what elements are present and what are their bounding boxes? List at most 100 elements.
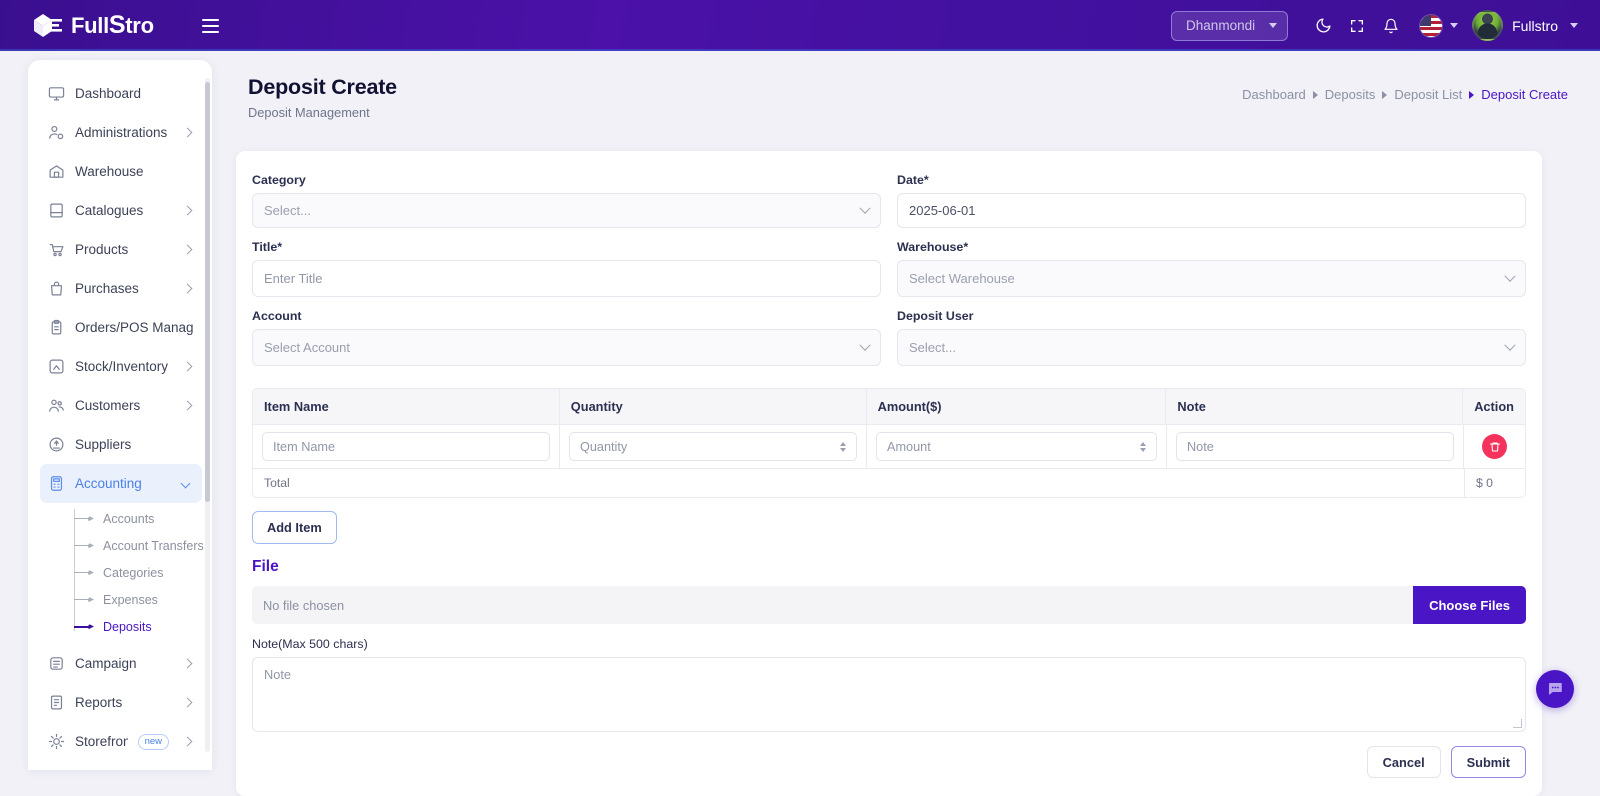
- quantity-input[interactable]: Quantity: [569, 432, 857, 461]
- submenu-item-deposits[interactable]: Deposits: [28, 613, 212, 640]
- topbar-actions: Dhanmondi Fullstro: [1171, 9, 1600, 43]
- dark-mode-toggle[interactable]: [1306, 9, 1340, 43]
- category-select[interactable]: Select...: [252, 193, 881, 228]
- stepper-up-icon[interactable]: [1140, 441, 1146, 446]
- breadcrumb-item[interactable]: Deposits: [1324, 87, 1376, 102]
- stepper-down-icon[interactable]: [1140, 447, 1146, 452]
- arrow-right-icon: [74, 595, 95, 604]
- amount-stepper[interactable]: [1140, 441, 1146, 452]
- page-title: Deposit Create: [248, 75, 397, 99]
- account-select[interactable]: Select Account: [252, 329, 881, 366]
- breadcrumb-item[interactable]: Deposit List: [1394, 87, 1463, 102]
- sidebar-item-label: Storefront: [75, 734, 128, 749]
- arrow-right-icon: [74, 568, 95, 577]
- app-logo[interactable]: FullStro: [30, 11, 180, 41]
- sidebar-item-reports[interactable]: Reports: [40, 683, 202, 722]
- sidebar-toggle-button[interactable]: [196, 12, 224, 40]
- amount-input[interactable]: Amount: [876, 432, 1157, 461]
- column-header-quantity: Quantity: [559, 389, 867, 425]
- book-icon: [48, 202, 65, 219]
- add-item-button[interactable]: Add Item: [252, 511, 337, 544]
- boxes-icon: [48, 358, 65, 375]
- note-cell: Note: [1167, 425, 1464, 469]
- sidebar-item-campaign[interactable]: Campaign: [40, 644, 202, 683]
- sidebar-item-administrations[interactable]: Administrations: [40, 113, 202, 152]
- date-input-value: 2025-06-01: [909, 203, 976, 218]
- submenu-item-expenses[interactable]: Expenses: [28, 586, 212, 613]
- totals-spacer: [1167, 469, 1464, 497]
- sidebar-item-label: Dashboard: [75, 86, 142, 101]
- sidebar-item-storefront[interactable]: Storefront new: [40, 722, 202, 761]
- brand-wordmark: FullStro: [71, 11, 154, 39]
- item-name-cell: Item Name: [253, 425, 560, 469]
- warehouse-label: Warehouse*: [897, 240, 969, 254]
- sidebar-item-accounting[interactable]: Accounting: [40, 464, 202, 503]
- item-name-placeholder: Item Name: [273, 439, 336, 454]
- sidebar-item-catalogues[interactable]: Catalogues: [40, 191, 202, 230]
- column-header-note: Note: [1166, 389, 1464, 425]
- choose-files-button[interactable]: Choose Files: [1413, 586, 1526, 624]
- bell-icon: [1384, 18, 1398, 33]
- fullscreen-button[interactable]: [1340, 9, 1374, 43]
- sidebar-item-customers[interactable]: Customers: [40, 386, 202, 425]
- sidebar-scrollbar-thumb[interactable]: [205, 82, 210, 502]
- quantity-stepper[interactable]: [840, 441, 846, 452]
- category-label: Category: [252, 173, 306, 187]
- stepper-down-icon[interactable]: [840, 447, 846, 452]
- file-name-display: No file chosen: [252, 586, 1414, 624]
- title-input[interactable]: Enter Title: [252, 260, 881, 297]
- date-input[interactable]: 2025-06-01: [897, 193, 1526, 228]
- warehouse-select[interactable]: Select Warehouse: [897, 260, 1526, 297]
- sidebar-item-dashboard[interactable]: Dashboard: [40, 74, 202, 113]
- sidebar-item-orders-pos-manage[interactable]: Orders/POS Manage: [40, 308, 202, 347]
- form-right-column: Date* 2025-06-01 Warehouse* Select Wareh…: [889, 173, 1526, 378]
- sidebar-item-purchases[interactable]: Purchases: [40, 269, 202, 308]
- sidebar: Dashboard Administrations Warehouse Catalog…: [28, 60, 212, 770]
- deposit-create-form-card: Category Select... Title* Enter Title Ac…: [236, 151, 1542, 796]
- page-header: Deposit Create Deposit Management Dashbo…: [232, 51, 1600, 120]
- note-textarea[interactable]: Note: [252, 657, 1526, 732]
- form-left-column: Category Select... Title* Enter Title Ac…: [252, 173, 889, 378]
- note-input[interactable]: Note: [1176, 432, 1454, 461]
- branch-selector[interactable]: Dhanmondi: [1171, 10, 1289, 41]
- submenu-item-accounts[interactable]: Accounts: [28, 505, 212, 532]
- file-upload-control: No file chosen Choose Files: [252, 586, 1526, 624]
- bag-icon: [48, 280, 65, 297]
- delete-row-button[interactable]: [1482, 434, 1507, 459]
- chat-widget-button[interactable]: [1536, 670, 1574, 708]
- chevron-right-icon: [182, 244, 193, 255]
- total-value: $ 0: [1464, 469, 1525, 497]
- flag-icon: [1420, 14, 1443, 37]
- submit-button[interactable]: Submit: [1450, 746, 1526, 778]
- column-header-action: Action: [1463, 389, 1525, 425]
- totals-spacer: [560, 469, 867, 497]
- fullscreen-icon: [1351, 19, 1364, 32]
- chevron-down-icon: [1269, 23, 1278, 28]
- breadcrumb-item[interactable]: Deposit Create: [1481, 87, 1568, 102]
- chevron-down-icon: [859, 339, 871, 351]
- sidebar-item-suppliers[interactable]: Suppliers: [40, 425, 202, 464]
- users-icon: [48, 397, 65, 414]
- items-table: Item Name Quantity Amount($) Note Action Ite…: [252, 388, 1526, 498]
- item-name-input[interactable]: Item Name: [262, 432, 550, 461]
- new-badge: new: [137, 733, 169, 750]
- amount-placeholder: Amount: [887, 439, 931, 454]
- notifications-button[interactable]: [1374, 9, 1408, 43]
- sidebar-item-products[interactable]: Products: [40, 230, 202, 269]
- user-menu[interactable]: Fullstro: [1458, 10, 1578, 41]
- sidebar-item-label: Campaign: [75, 656, 137, 671]
- cancel-button[interactable]: Cancel: [1366, 746, 1441, 778]
- sidebar-item-warehouse[interactable]: Warehouse: [40, 152, 202, 191]
- chevron-right-icon: [182, 400, 193, 411]
- deposit-user-select[interactable]: Select...: [897, 329, 1526, 366]
- language-selector[interactable]: [1414, 14, 1459, 37]
- submenu-item-account-transfers[interactable]: Account Transfers: [28, 532, 212, 559]
- chat-bubble-icon: [1549, 683, 1562, 695]
- submenu-item-categories[interactable]: Categories: [28, 559, 212, 586]
- stepper-up-icon[interactable]: [840, 441, 846, 446]
- breadcrumb-item[interactable]: Dashboard: [1242, 87, 1306, 102]
- submenu-item-label: Account Transfers: [103, 538, 204, 553]
- sidebar-item-stock-inventory[interactable]: Stock/Inventory: [40, 347, 202, 386]
- warehouse-field: Warehouse* Select Warehouse: [897, 240, 1526, 297]
- warehouse-icon: [48, 163, 65, 180]
